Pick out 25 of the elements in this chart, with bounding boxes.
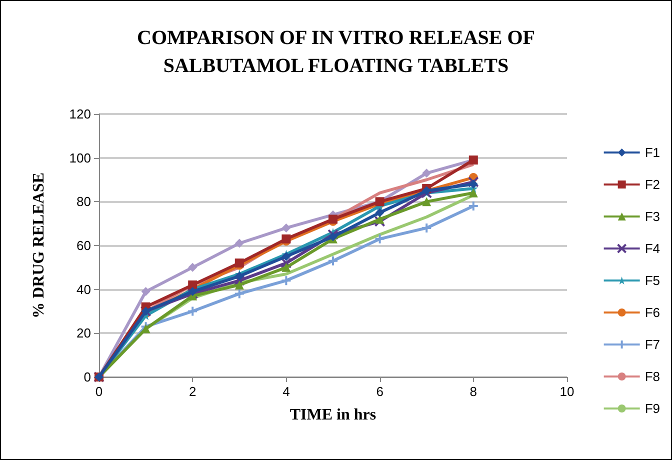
y-tick-label: 120 — [69, 106, 91, 122]
y-tick-label: 20 — [76, 326, 91, 341]
legend-label: F5 — [644, 273, 660, 288]
x-tick-label: 8 — [470, 384, 478, 399]
legend-label: F4 — [644, 241, 660, 256]
x-tick-label: 0 — [95, 384, 103, 399]
y-axis-title: % DRUG RELEASE — [30, 172, 48, 318]
legend-label: F2 — [644, 177, 660, 192]
x-axis-title: TIME in hrs — [290, 406, 376, 424]
x-tick-label: 2 — [188, 384, 196, 399]
y-tick-label: 40 — [76, 282, 91, 297]
y-tick-label: 60 — [76, 238, 91, 253]
y-tick-label: 100 — [69, 150, 91, 166]
chart-title: COMPARISON OF IN VITRO RELEASE OF SALBUTAMOL FLOATING TABLETS — [136, 27, 536, 77]
x-tick-label: 10 — [560, 384, 574, 399]
y-tick-label: 80 — [76, 194, 91, 210]
legend-label: F7 — [644, 337, 660, 352]
legend-label: F6 — [644, 305, 660, 320]
legend-label: F3 — [644, 209, 660, 224]
legend-label: F1 — [644, 145, 660, 160]
y-tick-label: 0 — [84, 370, 91, 384]
legend-label: F9 — [644, 401, 660, 416]
legend-label: F8 — [644, 369, 660, 384]
x-tick-label: 6 — [376, 384, 384, 399]
x-tick-label: 4 — [282, 384, 290, 399]
